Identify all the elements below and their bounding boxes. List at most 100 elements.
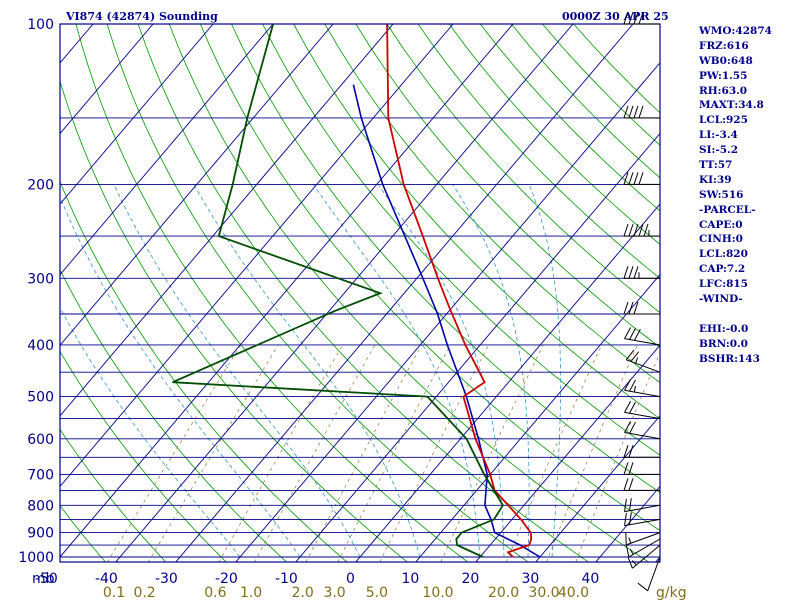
index-line: CAPE:0 <box>699 218 743 231</box>
pressure-tick-label: 100 <box>27 17 54 33</box>
mixing-ratio-line <box>337 344 451 562</box>
barb-flag <box>625 349 635 361</box>
barb-flag <box>629 421 636 434</box>
temperature-tick-label: -50 <box>35 571 58 587</box>
isotherm <box>60 24 214 205</box>
barb-flag <box>624 378 632 391</box>
isotherm <box>115 24 574 562</box>
barb-flag <box>629 328 636 340</box>
index-line: PW:1.55 <box>699 69 748 82</box>
isotherm <box>235 62 660 562</box>
isotherm <box>60 24 154 135</box>
temperature-tick-label: -30 <box>155 571 178 587</box>
moist-adiabat <box>452 184 530 557</box>
mixing-ratio-line <box>379 344 489 562</box>
barb-staff <box>624 338 661 346</box>
barb-flag <box>629 512 632 525</box>
barb-staff <box>624 504 661 513</box>
barb-flag <box>628 223 634 237</box>
mixing-ratio-unit: g/kg <box>656 585 687 600</box>
barb-flag <box>629 379 636 392</box>
pressure-tick-label: 700 <box>27 467 54 483</box>
barb-flag <box>623 462 629 475</box>
isotherm <box>175 24 634 562</box>
isotherm <box>0 24 33 568</box>
barb-flag <box>633 266 639 279</box>
index-line: -PARCEL- <box>699 203 756 216</box>
index-line: LCL:820 <box>699 248 748 261</box>
barb-flag <box>633 105 639 119</box>
dry-adiabat <box>60 268 288 562</box>
mixing-ratio-tick-label: 0.6 <box>204 585 226 600</box>
barb-flag <box>633 329 641 341</box>
wind-barb <box>623 478 660 491</box>
barb-flag <box>633 223 639 237</box>
barb-flag <box>630 351 640 362</box>
temperature-tick-label: -10 <box>275 571 298 587</box>
index-line: EHI:-0.0 <box>699 322 749 335</box>
barb-flag <box>623 223 629 237</box>
isotherm <box>60 24 514 558</box>
index-line: KI:39 <box>699 173 732 186</box>
pressure-tick-label: 600 <box>27 432 54 448</box>
barb-half-flag <box>635 357 639 364</box>
index-line: WMO:42874 <box>699 25 772 37</box>
dry-adiabat <box>60 428 167 562</box>
dry-adiabat <box>60 180 348 562</box>
pressure-axis-label: mb <box>32 571 55 587</box>
barb-half-flag <box>632 560 637 566</box>
barb-flag <box>628 478 634 491</box>
wind-barb <box>624 327 661 346</box>
mixing-ratio-line <box>546 344 638 562</box>
mixing-ratio-tick-label: 30.0 <box>528 585 559 600</box>
barb-flag <box>628 445 634 458</box>
index-line: -WIND- <box>699 293 743 306</box>
index-line: LI:-3.4 <box>699 129 738 142</box>
dewpoint-trace <box>172 24 504 558</box>
mixing-ratio-tick-label: 2.0 <box>292 585 314 600</box>
index-line: SI:-5.2 <box>699 144 738 157</box>
mixing-ratio-tick-label: 0.1 <box>103 585 125 600</box>
mixing-ratio-line <box>505 344 603 562</box>
wind-barb <box>623 266 660 279</box>
mixing-ratio-tick-label: 1.0 <box>240 585 262 600</box>
temperature-tick-label: 0 <box>346 571 355 587</box>
barb-flag <box>624 513 627 526</box>
dry-adiabat <box>168 24 650 562</box>
barb-flag <box>628 301 634 315</box>
moist-adiabat <box>60 307 241 558</box>
temperature-tick-label: 40 <box>581 571 599 587</box>
index-line <box>699 307 772 322</box>
barb-flag <box>623 478 629 491</box>
wind-barb <box>623 301 660 315</box>
barb-flag <box>638 172 644 185</box>
mixing-ratio-line <box>254 344 376 562</box>
plot-frame <box>59 23 661 563</box>
barb-flag <box>629 498 632 511</box>
wind-barb <box>623 172 660 185</box>
index-line: CINH:0 <box>699 233 743 246</box>
barb-flag <box>623 266 629 279</box>
wind-barb <box>623 445 660 458</box>
mixing-ratio-line <box>575 352 660 562</box>
barb-staff <box>624 389 661 398</box>
mixing-ratio-line <box>147 344 279 562</box>
barb-staff <box>626 359 661 373</box>
barb-half-flag <box>629 549 634 555</box>
moist-adiabat <box>528 184 561 558</box>
valid-time: 0000Z 30 APR 25 <box>562 10 669 23</box>
wind-barbs <box>623 11 661 592</box>
barb-flag <box>633 11 639 25</box>
wind-barb <box>624 421 661 440</box>
temperature-tick-label: 10 <box>401 571 419 587</box>
barb-staff <box>632 544 661 569</box>
barb-flag <box>624 421 632 433</box>
isotherm <box>60 24 394 417</box>
dry-adiabat <box>417 24 660 279</box>
dry-adiabat <box>137 24 590 562</box>
isotherm <box>295 132 660 562</box>
pressure-tick-label: 1000 <box>18 550 54 566</box>
dry-adiabat <box>293 24 660 420</box>
dry-adiabat <box>231 24 660 494</box>
